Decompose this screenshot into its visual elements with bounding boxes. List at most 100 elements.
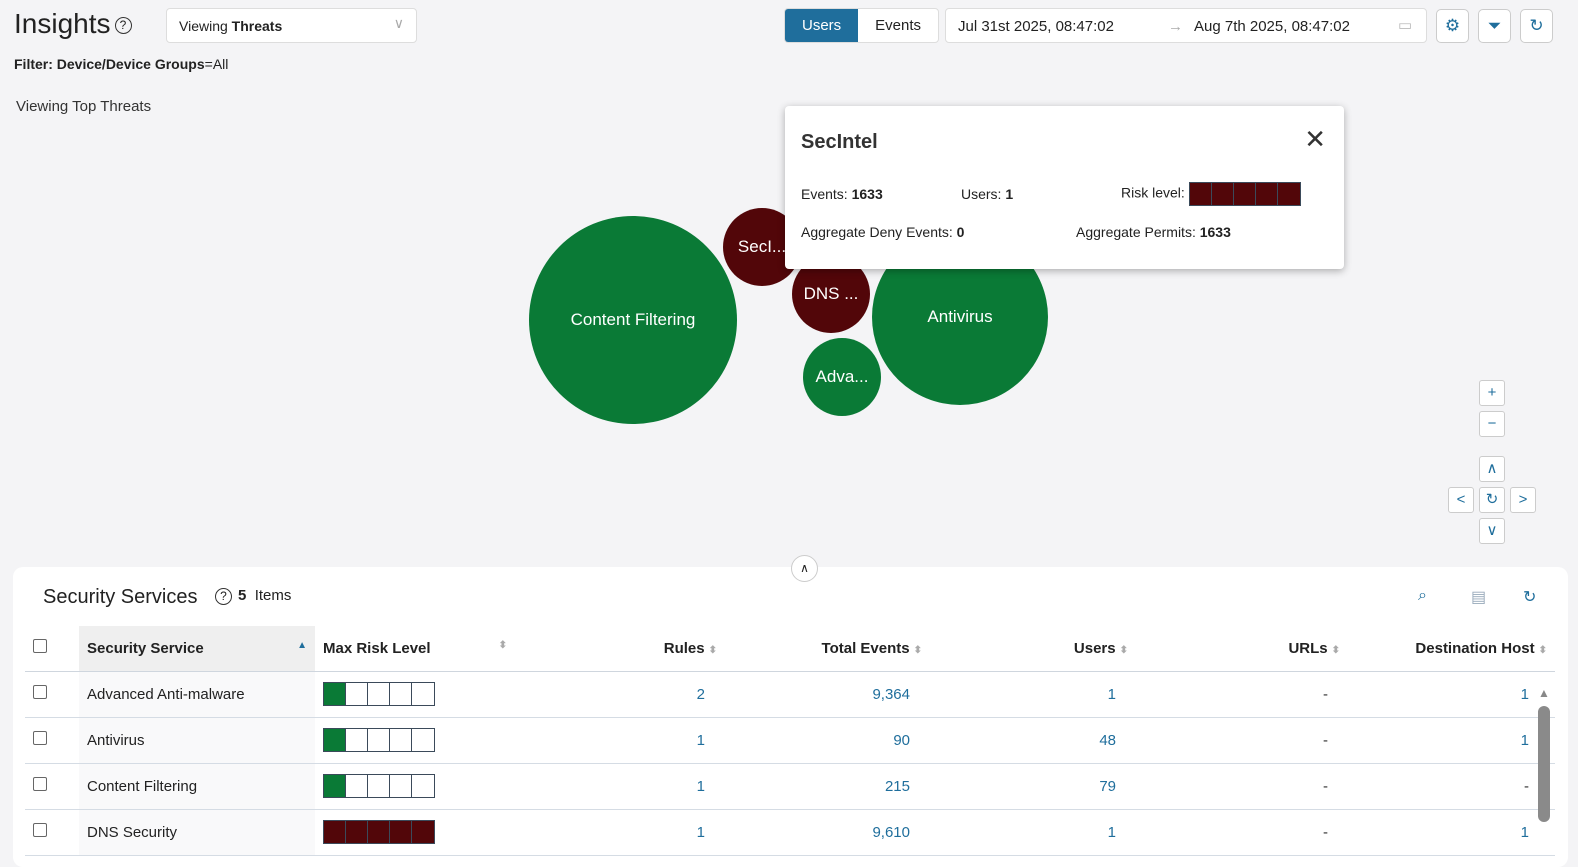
users-cell[interactable]: 1 [930,809,1136,856]
collapse-panel-button[interactable]: ∧ [791,555,818,582]
funnel-icon: ⏷ [1487,16,1502,35]
risk-meter [323,774,435,798]
settings-button[interactable]: ⚙ [1436,9,1469,43]
col-urls[interactable]: URLs ⬍ [1136,626,1348,672]
deny-value: 0 [956,224,965,240]
bubble-dns[interactable]: DNS ... [792,255,870,333]
col-rules[interactable]: Rules ⬍ [515,626,725,672]
rules-cell[interactable]: 1 [515,809,725,856]
sort-icon: ⬍ [1538,644,1547,656]
subtitle: Viewing Top Threats [16,98,152,115]
service-cell: Content Filtering [79,763,315,810]
users-toggle[interactable]: Users [785,9,859,42]
zoom-in-button[interactable]: + [1479,380,1505,406]
dest-cell[interactable]: 1 [1348,671,1555,718]
service-cell: Antivirus [79,717,315,764]
end-date[interactable]: Aug 7th 2025, 08:47:02 [1194,18,1350,35]
count-value: 5 [238,587,247,604]
help-icon[interactable]: ? [114,17,132,35]
row-checkbox[interactable] [33,731,47,745]
dest-cell[interactable]: 1 [1348,809,1555,856]
col-destination-host[interactable]: Destination Host ⬍ [1348,626,1555,672]
search-icon[interactable]: ⌕ [1418,587,1427,604]
view-prefix: Viewing [179,18,228,34]
table-row[interactable]: Antivirus 1 90 48-1 [25,717,1555,764]
service-cell: DNS Security [79,809,315,856]
users-cell[interactable]: 48 [930,717,1136,764]
table-header: Security Service ▲ Max Risk Level ⬍ Rules ⬍… [25,626,1555,672]
filter-label: Filter: Device/Device Groups [14,56,205,72]
risk-meter [1188,182,1301,206]
view-select[interactable]: Viewing Threats ∨ [166,8,417,43]
pan-down-button[interactable]: ∨ [1479,518,1505,544]
risk-meter [323,820,435,844]
rules-cell[interactable]: 2 [515,671,725,718]
events-cell[interactable]: 9,610 [725,809,930,856]
filter-button[interactable]: ⏷ [1478,9,1511,43]
pan-up-button[interactable]: ∧ [1479,456,1505,482]
scroll-thumb[interactable] [1538,706,1550,822]
rules-cell[interactable]: 1 [515,717,725,764]
table-row[interactable]: DNS Security 1 9,610 1-1 [25,809,1555,856]
risk-meter [323,682,435,706]
arrow-right-icon: → [1168,18,1183,35]
service-cell: Advanced Anti-malware [79,671,315,718]
users-value: 1 [1005,186,1014,202]
zoom-out-button[interactable]: − [1479,411,1505,437]
sort-icon: ⬍ [1331,644,1340,656]
col-total-events[interactable]: Total Events ⬍ [725,626,930,672]
reset-view-button[interactable]: ↻ [1479,487,1505,513]
view-toggle: Users Events [784,8,940,43]
item-count: ? 5 Items [215,587,291,605]
events-cell[interactable]: 215 [725,763,930,810]
filter-text: Filter: Device/Device Groups=All [14,56,228,72]
urls-cell: - [1136,717,1348,764]
col-users[interactable]: Users ⬍ [930,626,1136,672]
col-max-risk[interactable]: Max Risk Level ⬍ [315,626,515,672]
close-icon[interactable]: ✕ [1304,124,1326,154]
events-cell[interactable]: 9,364 [725,671,930,718]
sort-icon: ⬍ [913,644,922,656]
risk-cell [315,809,515,856]
row-checkbox[interactable] [33,777,47,791]
sort-icon: ⬍ [498,639,507,651]
select-all-checkbox[interactable] [33,639,47,654]
urls-cell: - [1136,809,1348,856]
dest-cell[interactable]: 1 [1348,717,1555,764]
dest-cell[interactable]: - [1348,763,1555,810]
deny-label: Aggregate Deny Events: [801,224,953,240]
popup-title: SecIntel [801,131,878,153]
bubble-advanced[interactable]: Adva... [803,338,881,416]
bubble-content-filtering[interactable]: Content Filtering [529,216,737,424]
table-row[interactable]: Content Filtering 1 215 79- - [25,763,1555,810]
table-row[interactable]: Advanced Anti-malware 2 9,364 1-1 [25,671,1555,718]
table-scrollbar[interactable]: ▲ [1537,686,1551,858]
users-cell[interactable]: 79 [930,763,1136,810]
sort-icon: ⬍ [708,644,717,656]
table-title: Security Services [43,586,198,608]
permits-label: Aggregate Permits: [1076,224,1196,240]
row-checkbox[interactable] [33,685,47,699]
start-date[interactable]: Jul 31st 2025, 08:47:02 [958,18,1114,35]
report-icon[interactable]: ▤ [1471,589,1487,606]
row-checkbox[interactable] [33,823,47,837]
scroll-up-icon[interactable]: ▲ [1538,686,1550,700]
date-range-picker[interactable]: Jul 31st 2025, 08:47:02 → Aug 7th 2025, … [945,8,1427,43]
events-label: Events: [801,186,848,202]
events-value: 1633 [851,186,883,202]
users-cell[interactable]: 1 [930,671,1136,718]
refresh-icon: ↻ [1529,16,1544,35]
events-cell[interactable]: 90 [725,717,930,764]
risk-cell [315,671,515,718]
refresh-icon[interactable]: ↻ [1523,589,1537,606]
help-icon[interactable]: ? [215,587,232,605]
pan-left-button[interactable]: < [1448,487,1474,513]
gear-icon: ⚙ [1444,16,1461,35]
pan-right-button[interactable]: > [1510,487,1536,513]
risk-meter [323,728,435,752]
col-security-service[interactable]: Security Service ▲ [79,626,315,672]
refresh-button[interactable]: ↻ [1520,9,1553,43]
events-toggle[interactable]: Events [875,17,922,34]
risk-cell [315,717,515,764]
rules-cell[interactable]: 1 [515,763,725,810]
